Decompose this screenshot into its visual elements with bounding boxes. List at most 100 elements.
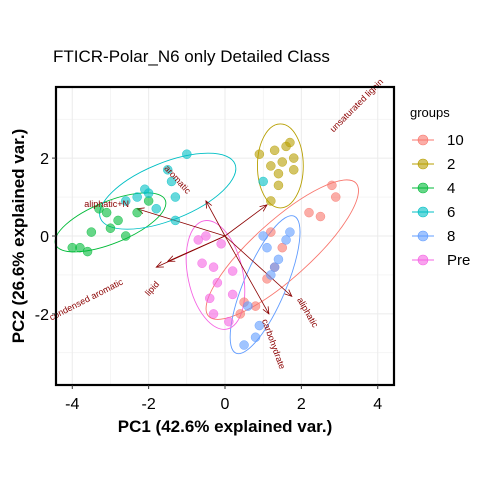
y-axis-title: PC2 (26.6% explained var.) bbox=[9, 129, 28, 344]
legend-point bbox=[417, 254, 429, 266]
data-point-2 bbox=[269, 145, 280, 156]
x-tick-label: 2 bbox=[297, 396, 306, 413]
data-point-2 bbox=[277, 157, 288, 167]
loading-label: lipid bbox=[143, 279, 161, 298]
loading-arrow bbox=[224, 205, 267, 237]
data-point-8 bbox=[262, 242, 272, 253]
data-point-4 bbox=[86, 227, 97, 237]
data-point-10 bbox=[304, 207, 314, 218]
data-point-8 bbox=[266, 270, 276, 280]
data-point-2 bbox=[288, 165, 299, 175]
ellipse-group-8 bbox=[229, 215, 301, 355]
legend-key-6: 6 bbox=[412, 204, 455, 221]
data-point-2 bbox=[266, 196, 276, 206]
ellipse-group-10 bbox=[205, 179, 359, 320]
x-tick-label: 4 bbox=[373, 396, 382, 413]
loading-arrow bbox=[137, 209, 226, 237]
data-point-pre bbox=[208, 262, 219, 272]
data-point-2 bbox=[273, 168, 284, 179]
data-point-2 bbox=[254, 149, 265, 159]
x-tick-label: 0 bbox=[221, 396, 230, 413]
legend-point bbox=[417, 158, 429, 170]
data-point-8 bbox=[239, 340, 249, 350]
legend-label: 4 bbox=[447, 180, 455, 197]
legend-label: 8 bbox=[447, 228, 455, 245]
loading-arrow bbox=[168, 235, 226, 261]
data-point-pre bbox=[193, 235, 204, 245]
data-point-pre bbox=[227, 266, 238, 276]
data-point-pre bbox=[224, 316, 234, 327]
legend-label: 6 bbox=[447, 204, 455, 221]
data-point-6 bbox=[182, 149, 192, 159]
data-point-10 bbox=[266, 227, 276, 237]
legend-point bbox=[417, 182, 429, 194]
ellipse-group-2 bbox=[257, 123, 304, 209]
data-point-8 bbox=[273, 254, 284, 265]
data-point-6 bbox=[120, 196, 131, 206]
data-point-4 bbox=[113, 215, 123, 226]
grid bbox=[57, 88, 393, 384]
data-point-6 bbox=[170, 192, 181, 202]
data-point-6 bbox=[143, 188, 154, 198]
axis-ticks: -4 -2 0 2 4 -2 0 2 bbox=[35, 151, 383, 413]
loading-label: aromatic bbox=[162, 163, 193, 196]
data-point-8 bbox=[269, 262, 280, 272]
data-point-4 bbox=[132, 207, 142, 218]
loading-label: aliphatic+N bbox=[84, 199, 129, 209]
legend-key-4: 4 bbox=[412, 180, 455, 197]
data-point-pre bbox=[201, 231, 211, 241]
data-point-2 bbox=[273, 180, 284, 191]
data-point-2 bbox=[288, 153, 299, 163]
data-point-10 bbox=[330, 192, 341, 202]
data-point-2 bbox=[266, 161, 276, 171]
legend-key-2: 2 bbox=[412, 156, 455, 173]
data-point-6 bbox=[151, 203, 162, 214]
data-points bbox=[67, 137, 341, 350]
loading-arrows bbox=[137, 201, 292, 314]
loading-label: condensed aromatic bbox=[48, 276, 125, 322]
data-point-4 bbox=[105, 223, 116, 233]
legend-label: 2 bbox=[447, 156, 455, 173]
legend-label: 10 bbox=[447, 132, 464, 149]
loading-label: aliphatic bbox=[295, 296, 320, 330]
x-axis-title: PC1 (42.6% explained var.) bbox=[118, 417, 333, 436]
x-tick-label: -4 bbox=[65, 396, 79, 413]
chart-title: FTICR-Polar_N6 only Detailed Class bbox=[53, 47, 330, 66]
data-point-10 bbox=[235, 309, 246, 319]
legend-point bbox=[417, 230, 429, 242]
data-point-4 bbox=[101, 207, 112, 218]
data-point-8 bbox=[254, 320, 265, 331]
data-point-4 bbox=[75, 242, 85, 253]
data-point-pre bbox=[204, 293, 215, 304]
data-point-8 bbox=[258, 231, 268, 241]
data-point-pre bbox=[208, 309, 219, 319]
y-tick-label: 2 bbox=[40, 151, 49, 168]
y-tick-label: 0 bbox=[40, 229, 49, 246]
data-point-4 bbox=[82, 246, 93, 257]
legend-point bbox=[417, 206, 429, 218]
data-point-pre bbox=[227, 289, 238, 300]
data-point-10 bbox=[277, 242, 288, 253]
y-tick-label: -2 bbox=[35, 307, 49, 324]
legend-key-8: 8 bbox=[412, 228, 455, 245]
data-point-6 bbox=[132, 192, 142, 202]
legend-key-pre: Pre bbox=[412, 252, 470, 269]
legend-point bbox=[417, 134, 429, 146]
loading-arrow bbox=[224, 235, 269, 314]
data-point-6 bbox=[162, 165, 173, 175]
loading-arrow bbox=[206, 201, 226, 237]
x-tick-label: -2 bbox=[142, 396, 156, 413]
loading-label: carbohydrate bbox=[260, 318, 287, 371]
loading-arrow bbox=[224, 235, 292, 296]
ellipse-group-pre bbox=[185, 220, 246, 330]
data-point-10 bbox=[327, 180, 337, 191]
data-point-8 bbox=[285, 227, 295, 237]
data-point-pre bbox=[216, 239, 226, 249]
data-point-8 bbox=[243, 301, 253, 311]
data-point-pre bbox=[197, 258, 207, 269]
data-point-pre bbox=[212, 277, 223, 288]
legend-label: Pre bbox=[447, 252, 470, 269]
data-point-6 bbox=[258, 176, 268, 187]
data-point-10 bbox=[315, 211, 326, 222]
